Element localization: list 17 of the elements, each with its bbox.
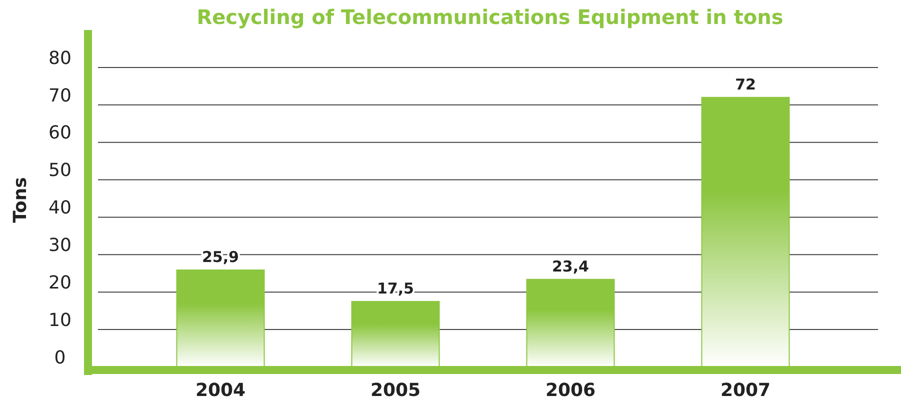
y-tick-label: 60 (48, 122, 72, 144)
y-tick-label: 20 (48, 272, 72, 294)
y-tick-label: 70 (48, 85, 72, 106)
y-tick-label: 0 (54, 347, 66, 368)
y-tick-label: 50 (48, 160, 72, 182)
y-tick-label: 80 (48, 48, 72, 69)
data-label: 23,4 (552, 257, 590, 276)
y-tick-label: 40 (48, 198, 72, 219)
x-tick-label: 2005 (370, 380, 421, 400)
x-tick-label: 2007 (720, 380, 771, 400)
x-tick-label: 2004 (195, 380, 246, 400)
y-axis-title: Tons (10, 177, 31, 223)
y-tick-label: 10 (48, 310, 72, 331)
x-tick-label: 2006 (545, 380, 596, 400)
y-tick-label: 30 (48, 235, 72, 256)
data-label: 72 (735, 75, 756, 94)
chart-title: Recycling of Telecommunications Equipment in tons (196, 5, 784, 29)
